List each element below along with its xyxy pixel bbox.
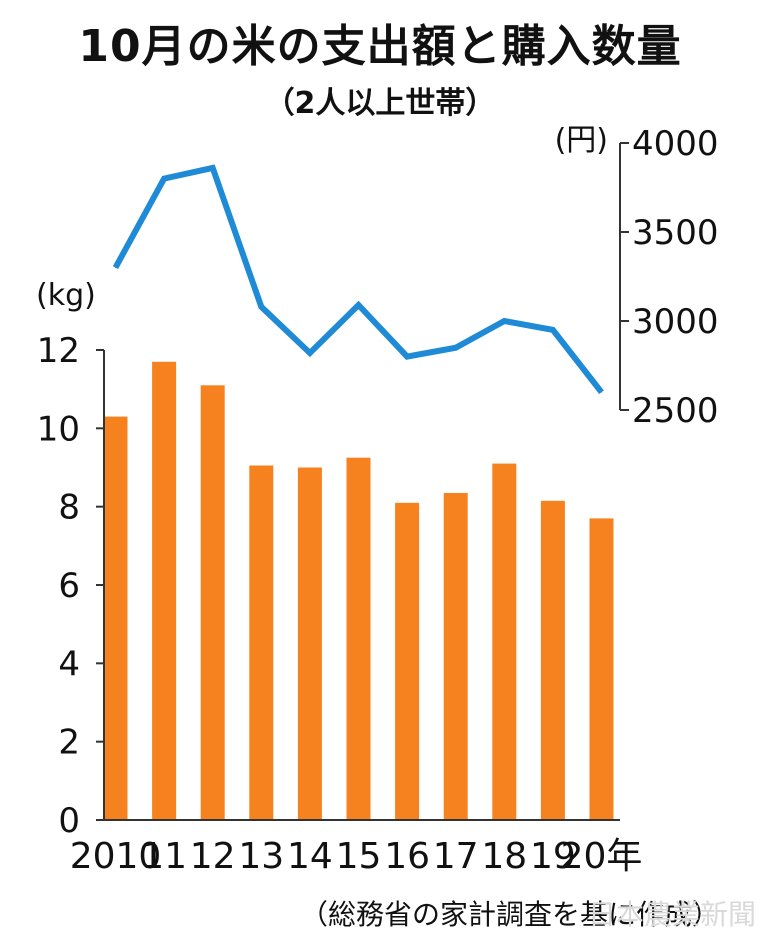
bar-8 <box>492 463 517 820</box>
line-point-7 <box>455 347 457 349</box>
x-tick-label-5: 15 <box>336 836 382 877</box>
right-tick-label-2500: 2500 <box>632 391 719 431</box>
bar-3 <box>249 465 274 820</box>
line-point-3 <box>260 306 262 308</box>
chart-subtitle: （2人以上世帯） <box>264 86 496 121</box>
line-point-8 <box>503 320 505 322</box>
x-tick-label-0: 2010 <box>70 836 162 877</box>
right-tick-label-3000: 3000 <box>632 302 719 342</box>
left-axis-unit: (kg) <box>36 278 96 313</box>
x-tick-label-9: 19 <box>530 836 576 877</box>
right-axis-unit: (円) <box>555 123 608 158</box>
right-tick-label-4000: 4000 <box>632 124 719 164</box>
line-point-0 <box>115 267 116 269</box>
left-tick-label-6: 6 <box>58 566 80 606</box>
bar-7 <box>443 493 468 820</box>
x-tick-label-7: 17 <box>433 836 479 877</box>
left-tick-label-0: 0 <box>58 801 80 841</box>
bar-0 <box>103 416 128 820</box>
left-tick-label-10: 10 <box>37 409 80 449</box>
x-tick-label-1: 11 <box>141 836 187 877</box>
bar-10 <box>589 518 614 820</box>
chart-title: 10月の米の支出額と購入数量 <box>78 21 682 72</box>
line-point-10 <box>601 391 602 393</box>
left-tick-label-2: 2 <box>58 723 80 763</box>
watermark-logo: 日本農業新聞 <box>587 898 756 931</box>
line-point-5 <box>358 304 359 306</box>
bar-1 <box>152 361 177 821</box>
x-tick-label-3: 13 <box>238 836 284 877</box>
right-tick-label-3500: 3500 <box>632 213 719 253</box>
line-series <box>112 164 604 395</box>
x-tick-label-2: 12 <box>190 836 236 877</box>
line-point-9 <box>552 329 554 331</box>
x-tick-label-4: 14 <box>287 836 333 877</box>
left-tick-label-12: 12 <box>37 331 80 371</box>
x-tick-label-8: 18 <box>481 836 527 877</box>
line-point-2 <box>212 167 214 169</box>
left-tick-label-8: 8 <box>58 488 80 528</box>
x-tick-label-10: 20年 <box>561 836 643 877</box>
left-tick-label-4: 4 <box>58 644 80 684</box>
line-point-6 <box>406 356 408 358</box>
source-note: （総務省の家計調査を基に作成） <box>299 898 720 931</box>
x-tick-label-6: 16 <box>384 836 430 877</box>
bar-2 <box>200 385 225 820</box>
bar-5 <box>346 457 371 820</box>
bar-9 <box>540 500 565 820</box>
bar-6 <box>395 502 420 820</box>
line-point-4 <box>309 352 311 354</box>
bar-4 <box>297 467 322 820</box>
line-point-1 <box>163 178 165 180</box>
